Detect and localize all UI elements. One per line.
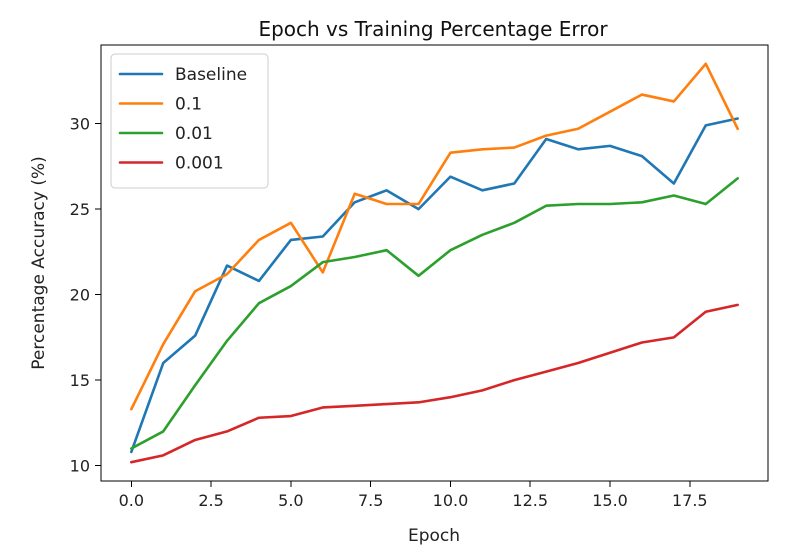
- legend-label: 0.1: [175, 95, 202, 115]
- x-tick-label: 17.5: [672, 491, 708, 510]
- y-axis-title: Percentage Accuracy (%): [29, 156, 49, 369]
- y-tick-label: 20: [70, 286, 90, 305]
- x-tick-label: 0.0: [119, 491, 144, 510]
- x-tick-label: 5.0: [278, 491, 303, 510]
- series-line-0-001: [130, 303, 739, 464]
- axis-ticks: 0.0 2.5 5.0 7.5 10.0 12.5 15.0 17.5 10 15 20 25 30: [70, 115, 708, 510]
- legend-box: [110, 53, 269, 189]
- x-tick-label: 10.0: [433, 491, 469, 510]
- series-lines: [130, 62, 739, 464]
- plot-frame: [100, 44, 769, 482]
- legend-label: Baseline: [175, 65, 247, 85]
- legend-label: 0.001: [175, 154, 224, 174]
- y-tick-label: 25: [70, 200, 90, 219]
- chart-title: Epoch vs Training Percentage Error: [258, 17, 608, 41]
- x-axis-title: Epoch: [408, 526, 460, 546]
- y-tick-label: 30: [70, 115, 90, 134]
- series-line-0-01: [130, 177, 739, 450]
- x-tick-label: 15.0: [592, 491, 628, 510]
- x-tick-label: 7.5: [358, 491, 383, 510]
- y-tick-label: 10: [70, 457, 90, 476]
- x-tick-label: 2.5: [198, 491, 223, 510]
- series-line-0-1: [130, 62, 739, 411]
- legend-label: 0.01: [175, 124, 213, 144]
- legend: Baseline 0.1 0.01 0.001: [110, 53, 269, 189]
- y-tick-label: 15: [70, 371, 90, 390]
- x-tick-label: 12.5: [512, 491, 548, 510]
